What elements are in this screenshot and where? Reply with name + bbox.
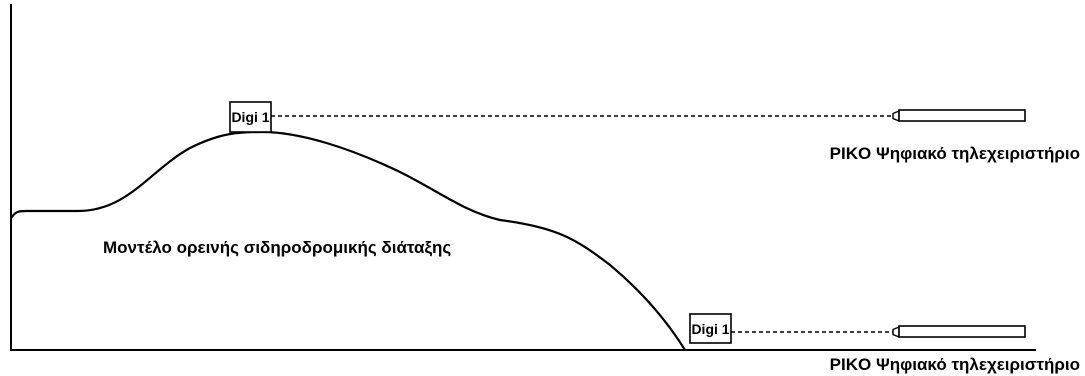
digi-label: Digi 1 [691,321,729,337]
controller-caption: PIKO Ψηφιακό τηλεχειριστήριο [830,144,1080,163]
digi-box [689,313,732,344]
digi-module-lower: Digi 1 PIKO Ψηφιακό τηλεχειριστήριο [689,313,1080,374]
remote-control-icon [892,325,1026,339]
controller-caption: PIKO Ψηφιακό τηλεχειριστήριο [830,355,1080,374]
digi-box [229,101,272,133]
remote-control-icon [892,109,1026,123]
layout-caption: Μοντέλο ορεινής σιδηροδρομικής διάταξης [103,238,451,257]
digi-label: Digi 1 [231,109,269,125]
mountain-track-profile [10,130,686,351]
digi-module-upper: Digi 1 PIKO Ψηφιακό τηλεχειριστήριο [229,101,1080,163]
